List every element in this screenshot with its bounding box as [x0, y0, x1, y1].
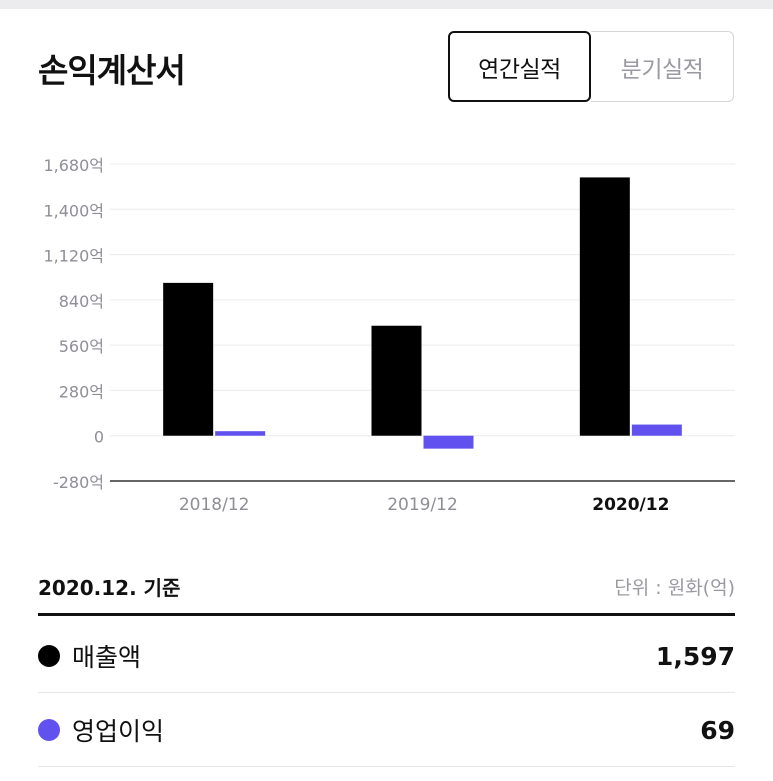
- operating-profit-value: 69: [700, 715, 735, 745]
- revenue-value: 1,597: [655, 641, 735, 671]
- revenue-legend-dot: [38, 645, 60, 667]
- revenue-label: 매출액: [72, 643, 142, 672]
- x-tick-label: 2019/12: [387, 495, 458, 515]
- operating-profit-bar: [631, 424, 682, 436]
- y-tick-label: 280억: [59, 382, 104, 401]
- y-tick-label: 1,120억: [43, 247, 104, 266]
- y-tick-label: -280억: [53, 473, 104, 492]
- top-bar: [0, 0, 773, 9]
- y-tick-label: 840억: [59, 292, 104, 311]
- operating-profit-label: 영업이익: [72, 717, 165, 746]
- y-tick-label: 0: [94, 428, 104, 447]
- tab-annual[interactable]: 연간실적: [448, 31, 591, 102]
- metric-row-revenue: 매출액 1,597: [38, 618, 735, 694]
- period-toggle: 연간실적 분기실적: [448, 31, 734, 102]
- y-tick-label: 560억: [59, 337, 104, 356]
- revenue-bar: [371, 325, 422, 436]
- revenue-bar: [579, 177, 630, 436]
- x-tick-label: 2020/12: [592, 495, 669, 515]
- x-tick-label: 2018/12: [179, 495, 250, 515]
- row-divider: [38, 766, 735, 767]
- operating-profit-bar: [423, 435, 474, 449]
- unit-label: 단위 : 원화(억): [614, 576, 735, 599]
- income-bar-chart: -280억 0 280억 560억 840억 1,120억 1,400억 1,680억 2018…: [43, 156, 735, 515]
- page-title: 손익계산서: [38, 51, 186, 90]
- y-tick-label: 1,680억: [43, 156, 104, 175]
- y-tick-label: 1,400억: [43, 201, 104, 220]
- revenue-bar: [163, 282, 214, 436]
- operating-profit-legend-dot: [38, 719, 60, 741]
- tab-quarterly[interactable]: 분기실적: [591, 31, 734, 102]
- summary-divider: [38, 613, 735, 616]
- basis-date: 2020.12. 기준: [38, 575, 181, 600]
- summary-header: 2020.12. 기준 단위 : 원화(억): [38, 566, 735, 606]
- metric-row-operating-profit: 영업이익 69: [38, 692, 735, 768]
- operating-profit-bar: [215, 431, 266, 436]
- row-divider: [38, 692, 735, 693]
